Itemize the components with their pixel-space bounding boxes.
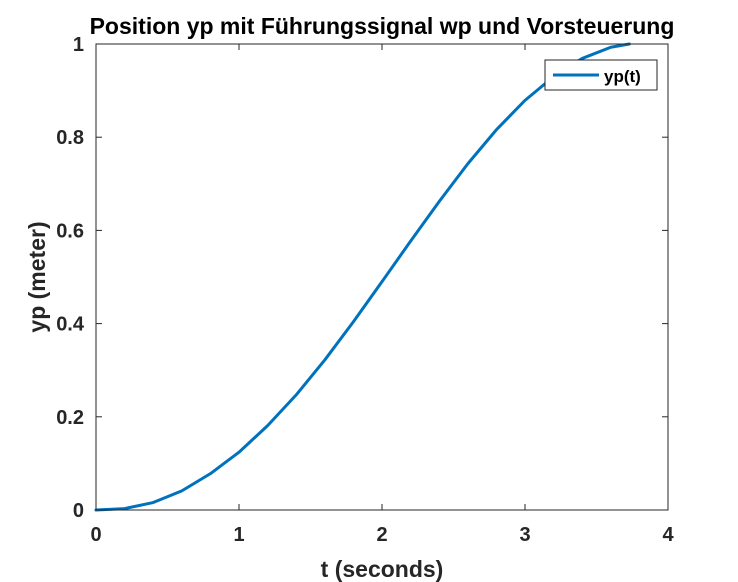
chart-title: Position yp mit Führungssignal wp und Vo… xyxy=(90,13,675,39)
y-tick-label: 0.8 xyxy=(56,127,84,149)
legend-label: yp(t) xyxy=(604,67,641,86)
x-tick-label: 1 xyxy=(233,524,244,546)
axes: 0 1 2 3 4 0 0.2 0.4 0.6 0.8 1 xyxy=(56,34,674,546)
y-tick-label: 0 xyxy=(73,500,84,522)
x-tick-label: 0 xyxy=(90,524,101,546)
x-axis-label: t (seconds) xyxy=(321,556,444,582)
x-tick-label: 2 xyxy=(376,524,387,546)
x-tick-label: 4 xyxy=(662,524,674,546)
legend: yp(t) xyxy=(544,59,658,91)
y-axis-label: yp (meter) xyxy=(24,221,50,332)
plot-area xyxy=(94,42,668,512)
y-tick-label: 0.4 xyxy=(56,314,85,336)
x-tick-label: 3 xyxy=(519,524,530,546)
y-tick-label: 1 xyxy=(73,34,84,56)
plot-background xyxy=(96,44,668,510)
y-tick-label: 0.2 xyxy=(56,407,84,429)
y-tick-label: 0.6 xyxy=(56,220,84,242)
